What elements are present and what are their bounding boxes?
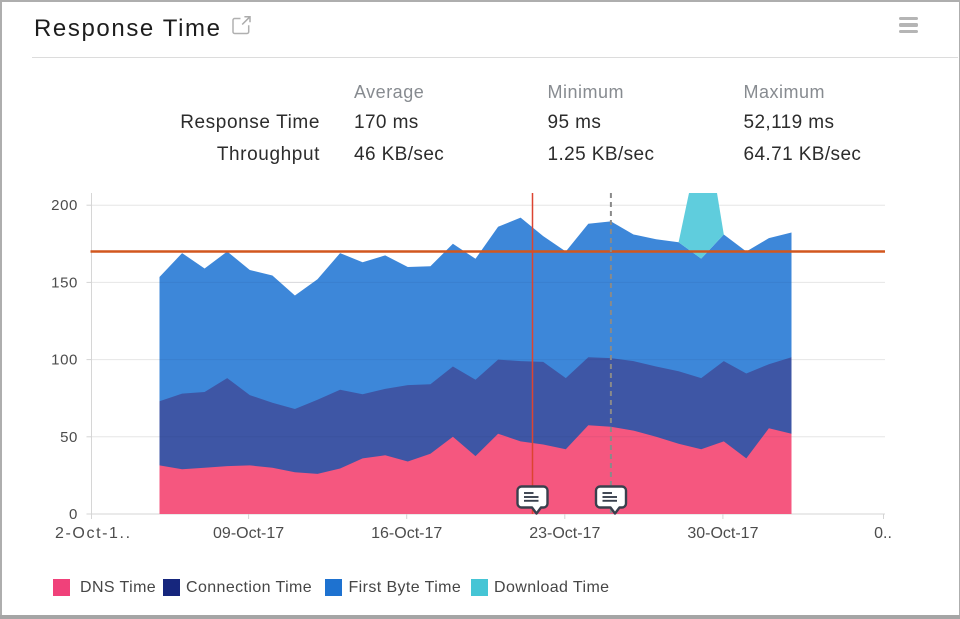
- svg-text:50: 50: [60, 429, 78, 446]
- svg-text:23-Oct-17: 23-Oct-17: [529, 525, 600, 542]
- svg-text:30-Oct-17: 30-Oct-17: [687, 525, 758, 542]
- svg-text:09-Oct-17: 09-Oct-17: [213, 525, 284, 542]
- svg-text:0..: 0..: [874, 525, 892, 542]
- svg-text:0: 0: [69, 506, 78, 523]
- svg-text:16-Oct-17: 16-Oct-17: [371, 525, 442, 542]
- svg-text:150: 150: [51, 274, 78, 291]
- svg-text:2-Oct-1..: 2-Oct-1..: [55, 525, 132, 542]
- svg-text:100: 100: [51, 352, 78, 369]
- svg-text:200: 200: [51, 197, 78, 214]
